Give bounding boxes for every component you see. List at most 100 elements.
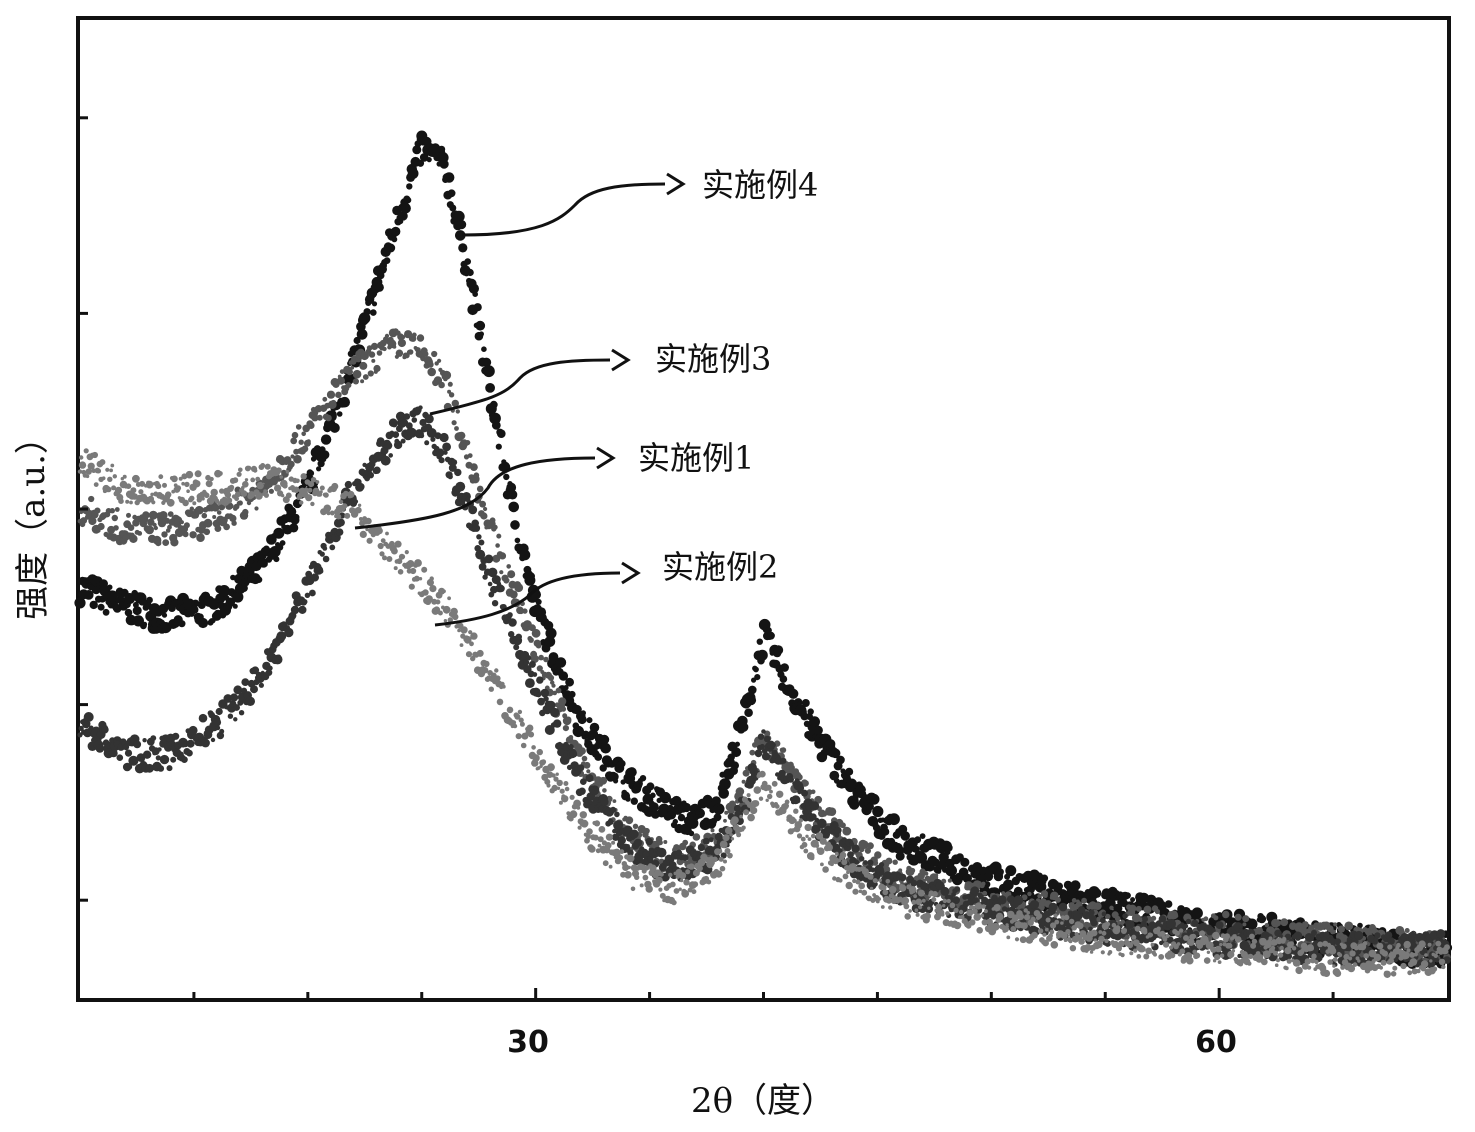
data-point — [723, 834, 730, 841]
data-point — [430, 437, 435, 442]
data-point — [808, 837, 812, 841]
data-point — [162, 539, 169, 546]
data-point — [242, 481, 249, 488]
data-point — [1027, 892, 1031, 896]
data-point — [718, 849, 723, 854]
data-point — [421, 567, 427, 573]
data-point — [457, 220, 466, 229]
data-point — [743, 809, 749, 815]
data-point — [1143, 954, 1149, 960]
data-point — [679, 872, 686, 879]
data-point — [339, 500, 343, 504]
data-point — [129, 501, 133, 505]
data-point — [438, 382, 445, 389]
data-point — [317, 415, 323, 421]
data-point — [1242, 922, 1246, 926]
data-point — [1151, 943, 1155, 947]
data-point — [105, 468, 109, 472]
data-point — [175, 485, 181, 491]
data-point — [392, 237, 398, 243]
data-point — [1204, 916, 1209, 921]
data-point — [869, 794, 880, 805]
data-point — [956, 922, 961, 927]
data-point — [1186, 919, 1191, 924]
data-point — [155, 540, 161, 546]
data-point — [447, 596, 451, 600]
data-point — [472, 291, 478, 297]
data-point — [242, 509, 248, 515]
data-point — [753, 800, 760, 807]
data-point — [1363, 953, 1369, 959]
data-point — [1374, 954, 1382, 962]
data-point — [1081, 898, 1087, 904]
data-point — [410, 568, 416, 574]
data-point — [142, 622, 147, 627]
data-point — [476, 534, 481, 539]
data-point — [776, 791, 783, 798]
data-point — [483, 661, 489, 667]
data-point — [1363, 941, 1368, 946]
data-point — [158, 765, 165, 772]
data-point — [1051, 941, 1059, 949]
data-point — [98, 523, 105, 530]
data-point — [357, 483, 364, 490]
data-point — [893, 860, 898, 865]
data-point — [276, 467, 282, 473]
data-point — [1064, 915, 1069, 920]
data-point — [729, 833, 733, 837]
data-point — [358, 504, 361, 507]
data-point — [959, 910, 963, 914]
arrowhead — [612, 350, 628, 370]
data-point — [1333, 957, 1338, 962]
data-point — [692, 881, 698, 887]
data-point — [502, 554, 506, 558]
data-point — [916, 913, 920, 917]
data-point — [430, 576, 434, 580]
data-point — [115, 507, 120, 512]
data-point — [329, 545, 335, 551]
data-point — [1131, 935, 1136, 940]
data-point — [954, 908, 959, 913]
data-point — [536, 692, 541, 697]
data-point — [425, 414, 434, 423]
data-point — [1436, 929, 1445, 938]
data-point — [1332, 964, 1335, 967]
data-point — [1261, 959, 1268, 966]
data-point — [529, 661, 536, 668]
data-point — [788, 689, 798, 699]
data-point — [846, 779, 857, 790]
data-point — [355, 507, 362, 514]
data-point — [843, 874, 849, 880]
data-point — [494, 668, 498, 672]
data-point — [480, 512, 487, 519]
data-point — [581, 710, 586, 715]
data-point — [1064, 938, 1068, 942]
data-point — [541, 689, 550, 698]
data-point — [305, 494, 312, 501]
data-point — [289, 523, 298, 532]
data-point — [867, 860, 873, 866]
data-point — [126, 483, 132, 489]
data-point — [741, 826, 745, 830]
data-point — [913, 894, 917, 898]
data-point — [324, 505, 332, 513]
data-point — [508, 502, 519, 513]
data-point — [1115, 916, 1121, 922]
data-point — [506, 578, 510, 582]
data-point — [749, 750, 755, 756]
data-point — [365, 518, 372, 525]
data-point — [715, 871, 722, 878]
data-point — [994, 904, 1001, 911]
data-point — [510, 591, 518, 599]
data-point — [109, 469, 113, 473]
data-point — [718, 788, 729, 799]
annotation-label-example-2: 实施例2 — [662, 548, 778, 586]
data-point — [931, 897, 936, 902]
data-point — [860, 787, 866, 793]
data-point — [709, 837, 714, 842]
data-point — [941, 913, 945, 917]
data-point — [842, 827, 851, 836]
data-point — [368, 472, 374, 478]
data-point — [879, 862, 884, 867]
data-point — [475, 321, 485, 331]
